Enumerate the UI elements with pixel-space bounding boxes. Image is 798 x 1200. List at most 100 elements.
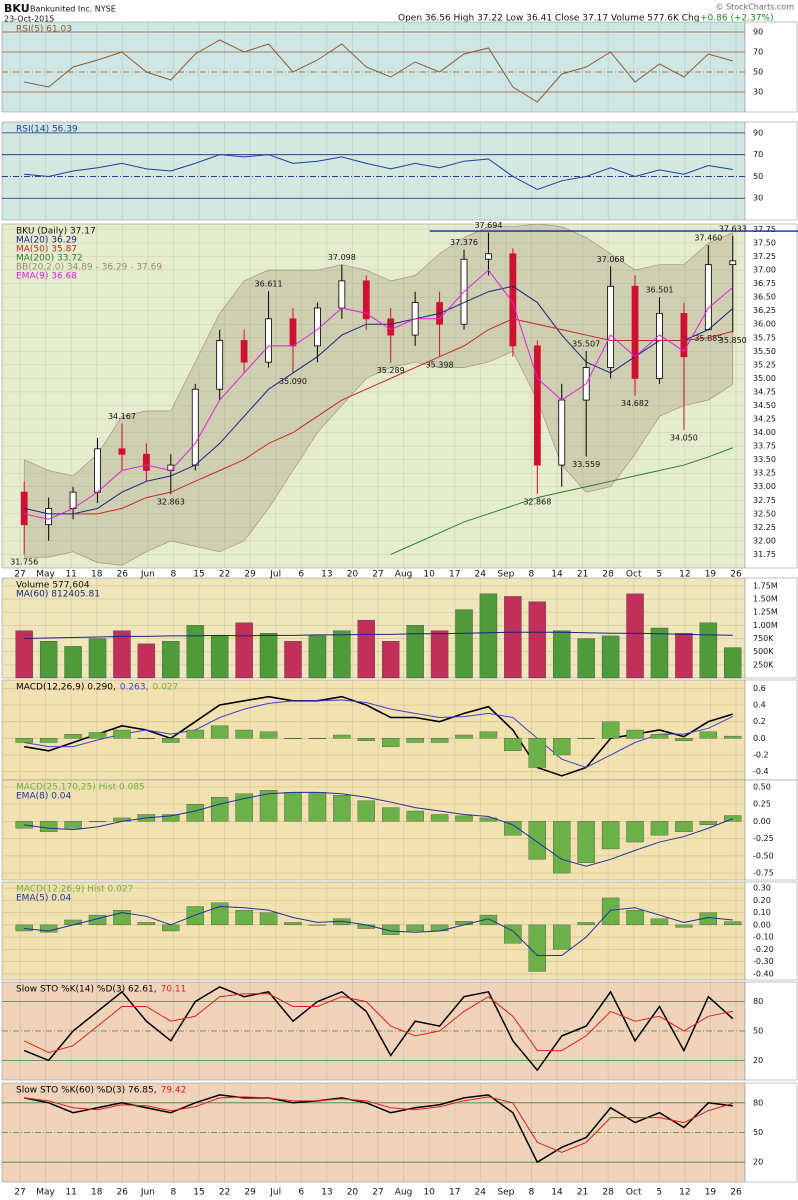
histogram-bar	[88, 821, 107, 823]
x-tick-label: 27	[14, 570, 25, 580]
volume-bar	[626, 593, 644, 679]
price-annotation: 35.398	[426, 360, 454, 369]
legend-entry: MA(50) 35.87	[16, 245, 77, 255]
volume-bar	[39, 641, 58, 679]
y-tick-label: 34.00	[753, 428, 776, 437]
x-tick-label: 14	[551, 570, 563, 580]
x-tick-label: 8	[171, 570, 177, 580]
x-tick-label: 28	[602, 1188, 614, 1198]
y-tick-label: -0.2	[753, 751, 769, 760]
price-annotation: 35.885	[694, 334, 722, 343]
y-tick-label: 1.00M	[753, 621, 778, 630]
x-tick-label: 26	[117, 1188, 129, 1198]
volume-bar	[186, 625, 204, 679]
legend-entry: Slow STO %K(14) %D(3) 62.61,	[16, 985, 157, 995]
histogram-bar	[699, 731, 718, 739]
x-tick-label: 19	[705, 1188, 717, 1198]
x-tick-label: 21	[577, 570, 588, 580]
histogram-bar	[39, 821, 58, 832]
quote: Open 36.56 High 37.22 Low 36.41 Close 37…	[398, 14, 699, 24]
histogram-bar	[284, 738, 302, 739]
x-tick-label: 12	[679, 570, 690, 580]
histogram-bar	[15, 738, 33, 743]
volume-bar	[382, 641, 400, 679]
x-tick-label: 27	[14, 1188, 25, 1198]
y-tick-label: -0.10	[753, 933, 774, 942]
x-tick-label: 29	[244, 1188, 256, 1198]
histogram-bar	[528, 821, 547, 860]
histogram-bar	[724, 815, 742, 822]
legend-entry: MA(200) 33.72	[16, 254, 83, 264]
x-tick-label: 17	[449, 1188, 460, 1198]
price-annotation: 31.756	[10, 558, 38, 567]
x-tick-label: 6	[298, 570, 304, 580]
x-tick-label: Jul	[269, 570, 281, 580]
y-tick-label: 34.75	[753, 387, 776, 396]
histogram-bar	[626, 910, 644, 926]
histogram-bar	[479, 914, 498, 926]
y-tick-label: 35.25	[753, 360, 776, 369]
x-tick-label: Sep	[497, 570, 514, 580]
histogram-bar	[430, 738, 449, 743]
x-tick-label: 15	[193, 570, 204, 580]
x-tick-label: May	[36, 1188, 55, 1198]
y-tick-label: 1.75M	[753, 581, 778, 590]
x-tick-label: 26	[730, 1188, 742, 1198]
histogram-bar	[553, 738, 571, 756]
legend-entry: MACD(25,170,25) Hist 0.085	[16, 783, 145, 793]
histogram-bar	[162, 738, 180, 743]
y-tick-label: 0.00	[753, 817, 771, 826]
histogram-bar	[528, 924, 547, 972]
y-tick-label: -0.20	[753, 945, 774, 954]
x-tick-label: 5	[656, 570, 662, 580]
volume-bar	[601, 635, 620, 679]
y-tick-label: -0.4	[753, 767, 769, 776]
histogram-bar	[601, 721, 620, 739]
candle-body	[142, 453, 150, 471]
price-annotation: 37.694	[474, 221, 502, 230]
candle-body	[704, 264, 712, 331]
y-tick-label: -0.40	[753, 969, 774, 978]
x-tick-label: 13	[321, 570, 332, 580]
x-tick-label: 14	[551, 1188, 563, 1198]
y-tick-label: 30	[753, 194, 763, 203]
y-tick-label: 500K	[753, 647, 774, 656]
volume-bar	[553, 630, 571, 679]
legend-entry: RSI(14) 56.39	[16, 125, 78, 135]
x-tick-label: 24	[475, 1188, 487, 1198]
company: Bankunited Inc. NYSE	[30, 5, 116, 14]
y-tick-label: 34.50	[753, 401, 776, 410]
legend-entry: RSI(5) 61.03	[16, 25, 72, 35]
volume-bar	[15, 630, 33, 679]
volume-bar	[577, 638, 595, 679]
candle-body	[20, 491, 28, 526]
volume-bar	[455, 609, 473, 679]
candle-body	[387, 318, 395, 336]
panel-title: BKU (Daily) 37.17	[16, 227, 96, 237]
histogram-bar	[406, 810, 424, 822]
indicator-line	[24, 285, 734, 515]
x-tick-label: 20	[347, 1188, 359, 1198]
legend-entry: 0.263,	[120, 683, 149, 693]
x-tick-label: 8	[529, 570, 535, 580]
y-tick-label: 35.50	[753, 347, 776, 356]
candle-body	[485, 253, 492, 260]
indicator-line	[24, 1096, 733, 1153]
histogram-bar	[235, 729, 253, 739]
volume-bar	[284, 641, 302, 679]
histogram-bar	[259, 731, 278, 739]
indicator-line	[24, 905, 733, 956]
histogram-bar	[88, 914, 107, 926]
price-annotation: 35.289	[377, 366, 405, 375]
x-tick-label: 17	[449, 570, 460, 580]
legend-entry: 79.42	[161, 1086, 187, 1096]
y-tick-label: 50	[753, 1027, 763, 1036]
histogram-bar	[553, 924, 571, 950]
indicator-line	[390, 447, 733, 555]
volume-bar	[162, 641, 180, 679]
panel-background	[1, 21, 746, 113]
histogram-bar	[88, 732, 107, 739]
histogram-bar	[406, 738, 424, 743]
y-tick-label: 35.75	[753, 333, 776, 342]
histogram-bar	[113, 729, 131, 739]
